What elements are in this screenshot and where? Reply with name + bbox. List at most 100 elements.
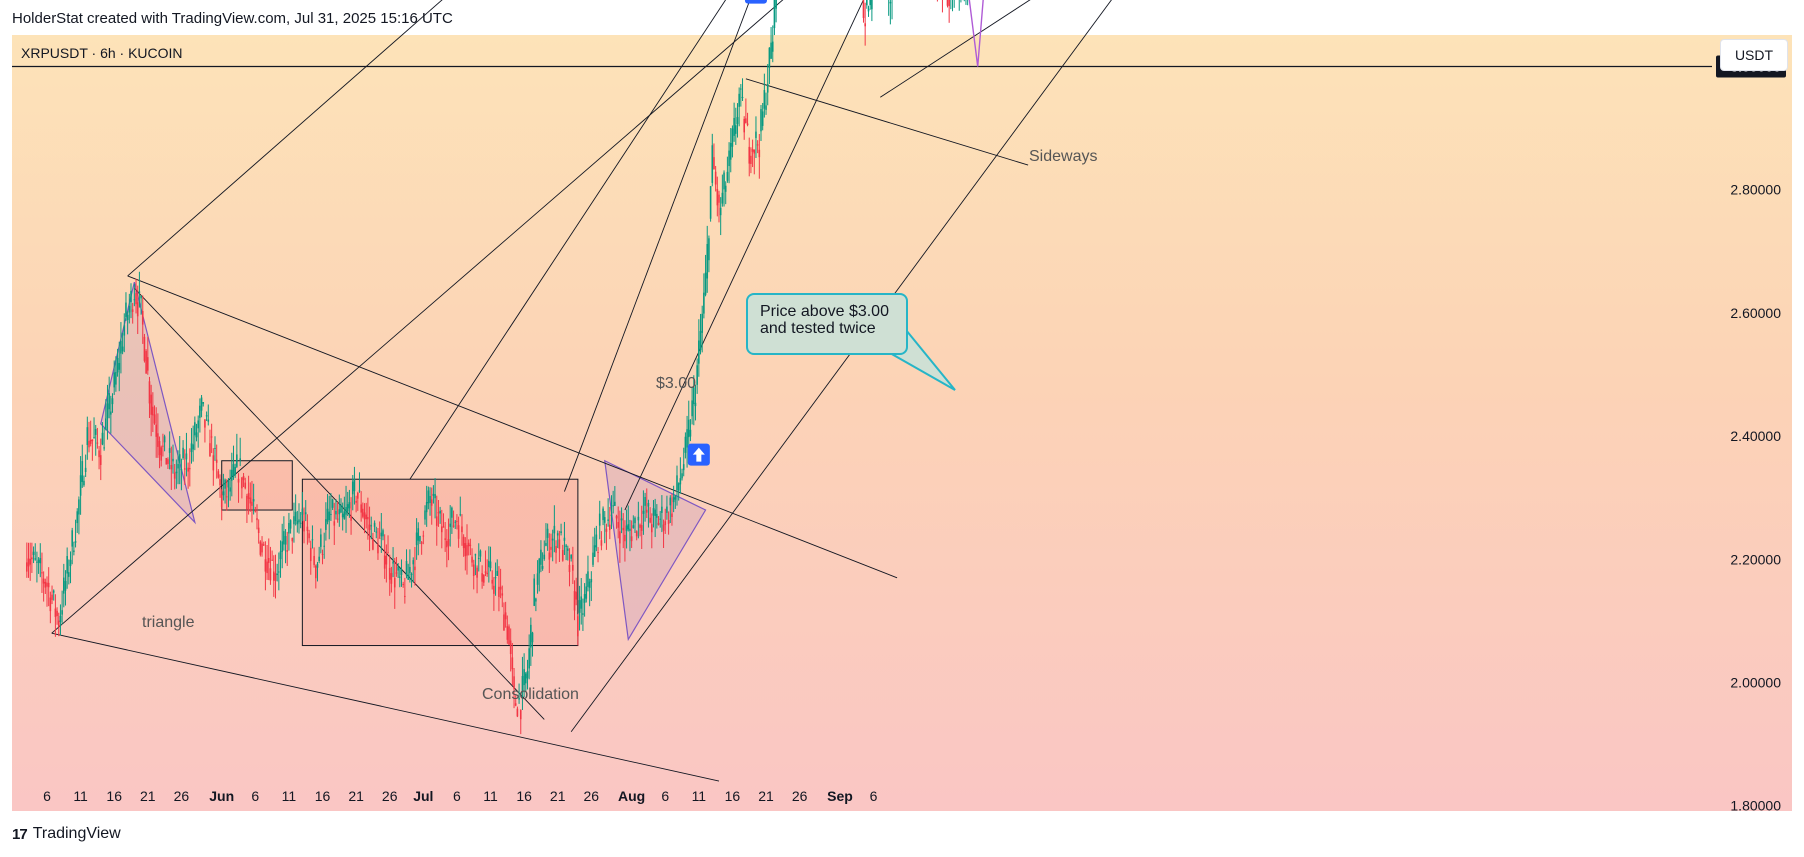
candle-body [676,475,678,491]
y-tick-label-9: 2.20000 [1730,551,1781,567]
candle-body [555,546,557,553]
candle-body [498,586,500,597]
candle-body [145,350,147,374]
candle-body [871,0,873,10]
candle-body [167,459,169,464]
candle-body [158,441,161,456]
candle-body [373,522,376,527]
candle-body [313,555,315,565]
candle-body [521,675,524,693]
candle-body [281,541,283,552]
candle-body [556,533,559,536]
candle-body [320,534,322,547]
candle-body [703,292,705,314]
candle-body [488,560,490,567]
candle-body [81,461,84,482]
candle-body [343,511,346,519]
y-tick-label-10: 2.00000 [1730,675,1781,691]
candle-body [251,501,253,506]
candle-body [98,450,100,458]
candle-body [561,549,564,561]
candle-body [567,548,569,551]
trend-line-0 [127,0,443,277]
candle-body [519,710,522,720]
candle-body [395,572,398,574]
up-arrow-icon [692,447,705,462]
candle-body [111,398,114,405]
candle-body [333,521,336,526]
candle-body [101,432,104,445]
candle-body [170,464,173,470]
currency-button[interactable]: USDT [1720,39,1788,71]
candle-body [570,554,572,559]
candle-body [162,445,164,447]
range-box-0[interactable] [221,460,293,511]
triangle-pattern-1 [604,459,707,642]
candle-body [481,573,483,582]
candle-body [526,671,529,679]
candle-body [42,578,45,584]
symbol-label[interactable]: XRPUSDT · 6h · KUCOIN [21,45,183,61]
candle-body [368,524,371,530]
candle-body [538,558,541,574]
candle-body [435,516,438,526]
candle-body [588,581,591,588]
candle-body [756,144,759,146]
candle-body [689,429,692,437]
candle-body [348,502,351,509]
candle-body [504,612,507,620]
candle-body [325,519,327,530]
buy-marker-0 [744,0,767,4]
candle-body [652,508,655,516]
candle-body [165,458,168,465]
candle-body [528,648,530,669]
candle-body [36,561,38,563]
candle-body [47,582,50,588]
candle-body [698,340,700,364]
candle-body [948,0,950,7]
candle-body [190,443,193,453]
candle-body [704,272,707,295]
candle-body [51,594,53,600]
candle-body [479,550,482,557]
trend-line-7 [745,78,1029,166]
candle-body [340,504,342,513]
footer-brand[interactable]: 17 TradingView [12,825,121,843]
candle-body [76,511,79,524]
candle-body [99,455,102,465]
candle-body [182,447,184,459]
candle-body [711,145,714,183]
candle-body [315,565,317,579]
candle-body [718,194,720,203]
candle-body [192,444,194,450]
candle-body [140,295,142,299]
candle-body [306,526,309,531]
candle-body [575,591,577,600]
candle-body [666,506,668,513]
candle-body [365,514,367,520]
candle-body [141,311,144,325]
candle-body [427,490,430,504]
candle-body [247,493,250,499]
candle-body [701,313,703,333]
candle-body [128,305,131,313]
candle-body [607,519,609,521]
candle-body [259,541,262,555]
candle-body [649,517,651,523]
candle-body [736,117,739,125]
x-tick-label-0: 6 [43,788,51,804]
candle-body [71,530,73,547]
trend-line-2 [409,0,727,480]
chart-panel[interactable] [12,35,1792,811]
range-box-1[interactable] [301,478,579,647]
candle-body [459,514,462,516]
callout-line-2: and tested twice [760,320,876,337]
triangle-label: triangle [142,614,195,631]
candle-body [385,555,388,565]
candle-body [318,556,320,562]
candle-body [716,189,719,206]
candle-body [363,512,366,520]
candle-body [706,243,709,279]
candle-body [68,572,70,577]
